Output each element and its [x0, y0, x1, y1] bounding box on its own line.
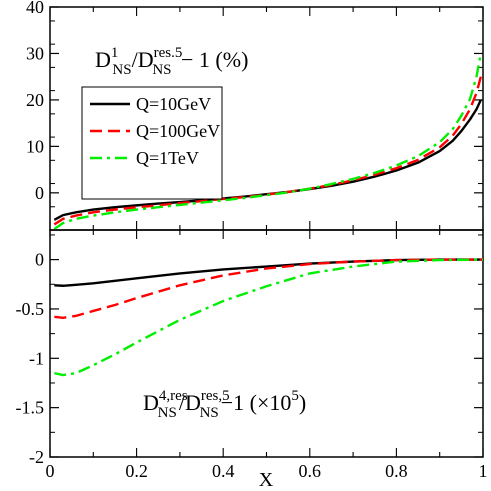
- x-tick-label: 0.6: [299, 461, 322, 481]
- bottom-y-tick-label: -1.5: [16, 398, 45, 418]
- top-y-tick-label: 0: [35, 183, 44, 203]
- bottom-y-tick-label: -1: [29, 348, 44, 368]
- legend-box: [81, 86, 223, 200]
- x-tick-label: 0: [46, 461, 55, 481]
- x-tick-label: 0.4: [212, 461, 235, 481]
- top-y-tick-label: 40: [26, 0, 44, 17]
- top-series-line: [53, 53, 483, 231]
- bottom-y-tick-label: -2: [29, 447, 44, 467]
- legend-label: Q=100GeV: [136, 121, 220, 141]
- bottom-ticks: -2 -1.5 -1 -0.5 0 0 0.2 0.4 0.6 0.8 1: [16, 230, 488, 481]
- bottom-series-line: [54, 258, 484, 377]
- top-annotation: D1 NS/Dres.5 NS − 1 (%): [95, 45, 248, 78]
- legend-label: Q=1TeV: [136, 148, 199, 168]
- top-series-group: [53, 53, 483, 231]
- top-ticks: 0 10 20 30 40: [26, 0, 484, 231]
- x-tick-label: 1: [479, 461, 488, 481]
- top-y-tick-label: 20: [26, 90, 44, 110]
- x-tick-label: 0.2: [125, 461, 148, 481]
- top-y-tick-label: 30: [26, 43, 44, 63]
- legend-label: Q=10GeV: [136, 94, 211, 114]
- top-series-line: [53, 76, 482, 226]
- bottom-panel: -2 -1.5 -1 -0.5 0 0 0.2 0.4 0.6 0.8 1 D4,res NS/Dre…: [16, 229, 488, 481]
- bottom-series-line: [54, 258, 483, 287]
- bottom-y-tick-label: -0.5: [16, 299, 45, 319]
- bottom-y-tick-label: 0: [35, 250, 44, 270]
- legend: Q=10GeV Q=100GeV Q=1TeV: [90, 94, 220, 168]
- x-tick-label: 0.8: [385, 461, 408, 481]
- top-y-tick-label: 10: [26, 136, 44, 156]
- bottom-series-group: [54, 258, 484, 377]
- x-axis-label: X: [259, 469, 274, 491]
- bottom-series-line: [54, 258, 483, 320]
- bottom-annotation: D4,res NS/Dres,5 NS−1 (×105): [143, 388, 306, 421]
